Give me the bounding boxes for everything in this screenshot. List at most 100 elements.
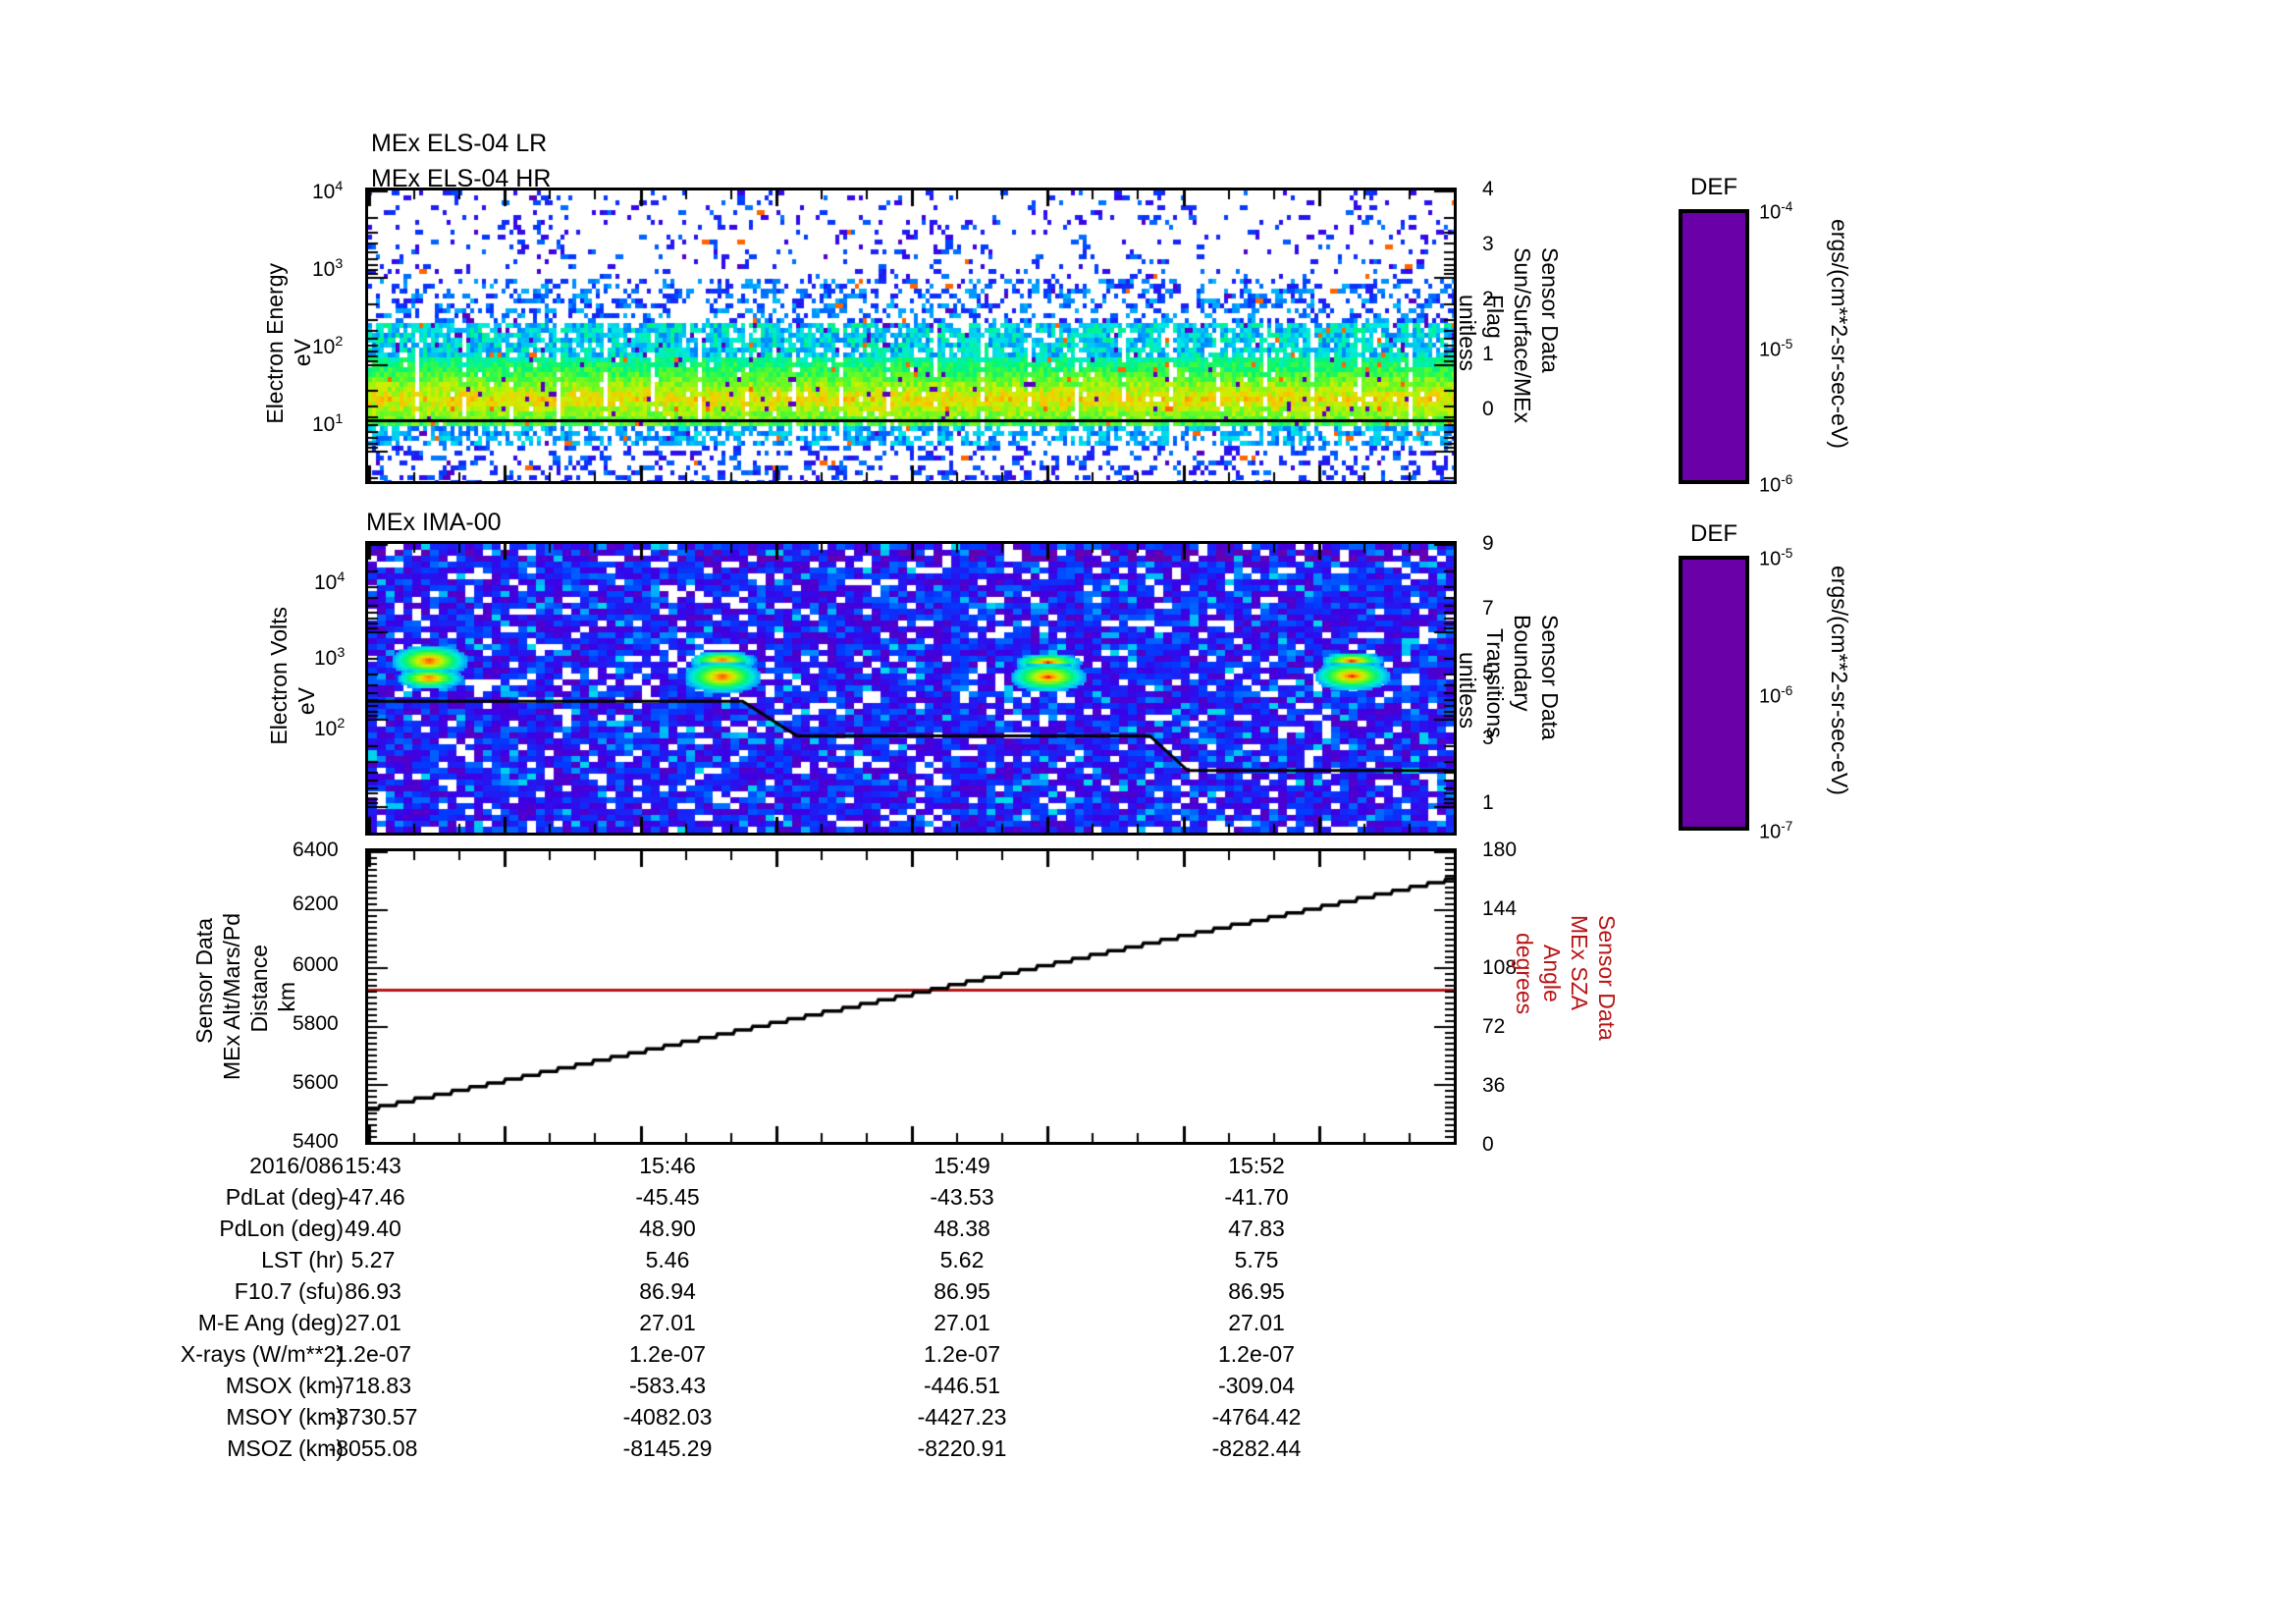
table-cell: 27.01 [1228,1310,1285,1335]
panel-ima-rtick-3: 3 [1482,727,1494,749]
table-cell: 47.83 [1228,1216,1285,1241]
panel-els-rtick-0: 0 [1482,398,1494,420]
table-cell: 86.93 [345,1278,401,1304]
panel-alt-rtick-36: 36 [1482,1074,1506,1097]
table-cell: -446.51 [923,1373,1000,1398]
panel-alt-rtick-0: 0 [1482,1133,1494,1156]
colorbar-els-max-label: 10-4 [1759,199,1793,224]
panel-alt-rtick-108: 108 [1482,956,1518,979]
table-cell: 1.2e-07 [1217,1341,1295,1367]
colorbar-els-title: DEF [1690,174,1737,200]
panel-alt-ytick-6400: 6400 [293,839,339,861]
panel-ima-ytick-1e3: 103 [314,645,346,670]
panel-alt-ytick-6200: 6200 [293,893,339,915]
table-cell: -3730.57 [328,1404,418,1430]
panel-ima-rlabel-1: Sensor Data [1536,615,1563,740]
panel-els-rtick-3: 3 [1482,233,1494,255]
panel-alt-rlabel-3: Angle [1538,945,1565,1002]
table-row-label: MSOY (km) [226,1404,344,1430]
panel-alt-rtick-144: 144 [1482,897,1518,920]
panel-els-ytick-1e4: 104 [312,179,344,203]
panel-alt-ylabel-3: Distance [246,945,272,1033]
table-row: X-rays (W/m**2) 1.2e-07 1.2e-07 1.2e-07 1.2e… [0,1343,2296,1375]
panel-ima-rtick-7: 7 [1482,597,1494,620]
colorbar-ima-min-label: 10-7 [1759,819,1793,843]
panel-els-rlabel-1: Sensor Data [1536,247,1563,373]
table-label-date: 2016/086 [249,1153,344,1178]
table-cell: 27.01 [639,1310,696,1335]
colorbar-ima-mid-label: 10-6 [1759,683,1793,708]
panel-ima-rlabel-4: unitless [1454,652,1480,729]
panel-ima-rtick-1: 1 [1482,791,1494,814]
table-value-time-3: 15:52 [1228,1153,1285,1178]
panel-els-ytick-1e1: 101 [312,411,344,436]
panel-alt-plot-area [365,848,1457,1145]
panel-els-rlabel-2: Sun/Surface/MEx [1509,247,1535,423]
table-cell: 48.38 [934,1216,990,1241]
panel-ima-ylabel-2: eV [294,687,319,716]
table-cell: -583.43 [628,1373,706,1398]
table-cell: -8145.29 [622,1435,713,1461]
panel-alt-ylabel-4: km [274,982,299,1012]
panel-els-ytick-1e3: 103 [312,256,344,281]
panel-alt-rlabel-4: degrees [1511,933,1537,1015]
panel-alt-ytick-6000: 6000 [293,953,339,976]
table-cell: -8220.91 [917,1435,1007,1461]
panel-els-ylabel-1: Electron Energy [262,263,288,424]
panel-els-plot-area [365,188,1457,484]
panel-alt-rtick-180: 180 [1482,839,1518,861]
table-cell: 27.01 [934,1310,990,1335]
panel-ima-rtick-9: 9 [1482,532,1494,555]
panel-els-rtick-1: 1 [1482,343,1494,365]
panel-ima-rlabel-3: Transitions [1481,628,1508,738]
table-cell: -45.45 [635,1184,700,1210]
table-cell: -4427.23 [917,1404,1007,1430]
table-cell: 5.46 [645,1247,690,1272]
panel-els-rtick-2: 2 [1482,288,1494,310]
table-row-label: MSOZ (km) [227,1435,344,1461]
table-row: MSOX (km) -718.83 -583.43 -446.51 -309.04 [0,1375,2296,1406]
colorbar-els-mid-label: 10-5 [1759,337,1793,361]
table-cell: -8055.08 [328,1435,418,1461]
panel-els-rtick-4: 4 [1482,178,1494,200]
table-row: F10.7 (sfu) 86.93 86.94 86.95 86.95 [0,1280,2296,1312]
table-cell: 48.90 [639,1216,696,1241]
table-cell: 5.75 [1234,1247,1279,1272]
table-row: LST (hr) 5.27 5.46 5.62 5.75 [0,1249,2296,1280]
colorbar-ima-title: DEF [1690,520,1737,547]
table-value-time-1: 15:46 [639,1153,696,1178]
table-row-label: M-E Ang (deg) [197,1310,344,1335]
panel-ima-rlabel-2: Boundary [1509,615,1535,712]
panel-ima-ylabel-1: Electron Volts [266,607,292,745]
panel-els-ytick-1e2: 102 [312,334,344,358]
table-row-label: X-rays (W/m**2) [180,1341,344,1367]
panel-ima-rtick-5: 5 [1482,662,1494,684]
table-row: MSOZ (km) -8055.08 -8145.29 -8220.91 -8282.4… [0,1437,2296,1469]
colorbar-els-gradient [1679,209,1749,484]
table-row: MSOY (km) -3730.57 -4082.03 -4427.23 -4764.4… [0,1406,2296,1437]
panel-alt-rtick-72: 72 [1482,1015,1506,1038]
table-cell: 5.27 [350,1247,396,1272]
panel-alt-ylabel-2: MEx Alt/Mars/Pd [219,913,244,1080]
colorbar-ima-gradient [1679,556,1749,831]
table-row-time: 2016/086 15:43 15:46 15:49 15:52 [0,1155,2296,1186]
table-cell: -4764.42 [1211,1404,1302,1430]
panel-ima-title: MEx IMA-00 [366,509,502,536]
panel-alt-ytick-5800: 5800 [293,1012,339,1035]
colorbar-els-unit: ergs/(cm**2-sr-sec-eV) [1827,219,1852,449]
table-row: M-E Ang (deg) 27.01 27.01 27.01 27.01 [0,1312,2296,1343]
panel-els-rlabel-4: unitless [1454,295,1480,371]
table-cell: 1.2e-07 [334,1341,411,1367]
table-cell: -8282.44 [1211,1435,1302,1461]
table-cell: 86.95 [1228,1278,1285,1304]
colorbar-els-min-label: 10-6 [1759,472,1793,497]
table-cell: 27.01 [345,1310,401,1335]
panel-alt-ylabel-1: Sensor Data [191,918,217,1044]
table-cell: 5.62 [939,1247,985,1272]
table-row-label: F10.7 (sfu) [234,1278,344,1304]
panel-els-title-lr: MEx ELS-04 LR [371,130,548,157]
table-cell: -4082.03 [622,1404,713,1430]
panel-alt-rlabel-2: MEx SZA [1566,915,1592,1011]
table-row-label: LST (hr) [261,1247,344,1272]
table-row: PdLat (deg) -47.46 -45.45 -43.53 -41.70 [0,1186,2296,1217]
